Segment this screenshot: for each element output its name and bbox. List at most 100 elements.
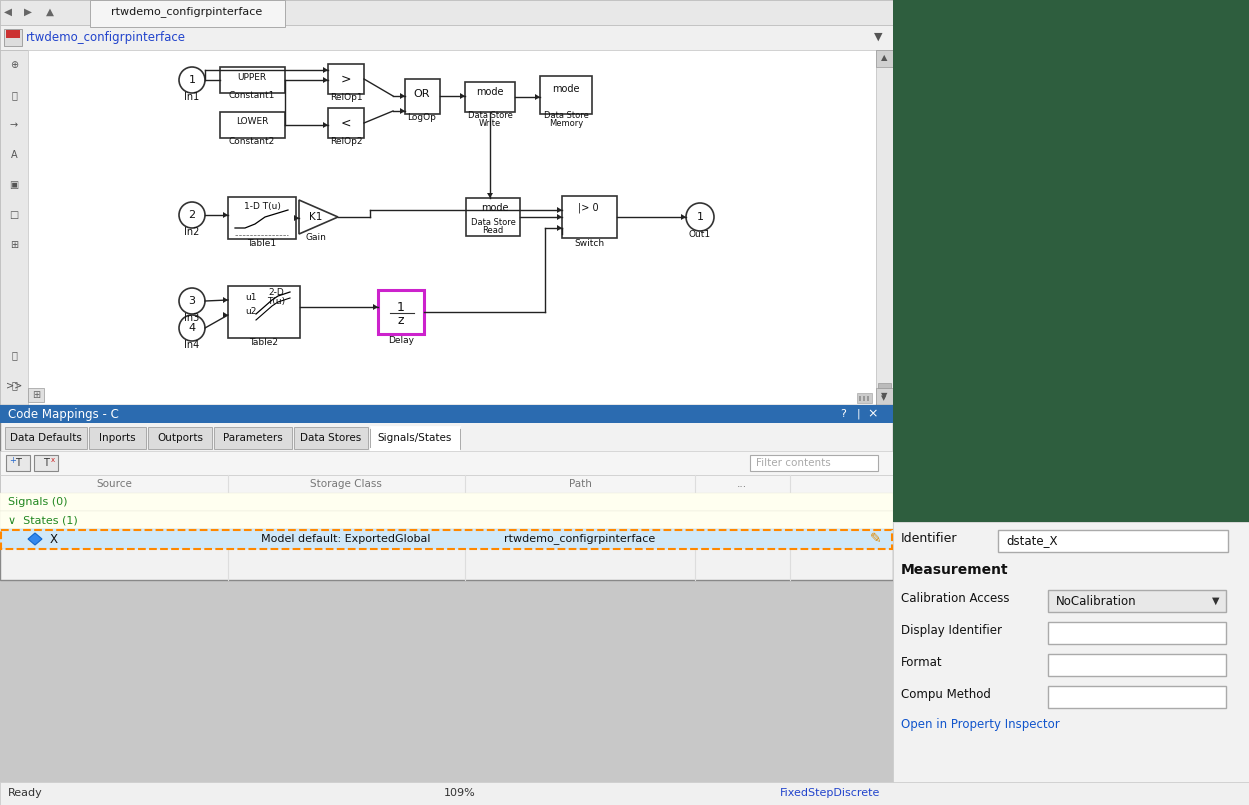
Polygon shape	[323, 122, 328, 128]
Polygon shape	[400, 108, 405, 114]
Text: In3: In3	[185, 313, 200, 323]
Text: rtwdemo_configrpinterface: rtwdemo_configrpinterface	[505, 534, 656, 544]
Text: ?: ?	[841, 409, 846, 419]
Bar	[4, 29, 22, 46]
Text: x: x	[51, 457, 55, 463]
Text: ...: ...	[737, 479, 747, 489]
Polygon shape	[557, 214, 562, 220]
Text: ✎: ✎	[871, 532, 882, 546]
Polygon shape	[323, 67, 328, 73]
Bar	[328, 64, 363, 94]
Bar	[893, 0, 1249, 522]
Text: ×: ×	[868, 407, 878, 420]
Text: T(u): T(u)	[267, 296, 285, 306]
Bar	[370, 427, 460, 449]
Bar	[465, 82, 515, 112]
Bar	[294, 427, 368, 449]
Bar	[0, 529, 893, 549]
Bar	[6, 30, 20, 38]
Text: +: +	[10, 456, 16, 464]
Bar	[1048, 686, 1227, 708]
Text: mode: mode	[476, 87, 503, 97]
Text: |: |	[856, 409, 859, 419]
Text: X: X	[50, 532, 57, 546]
Text: |> 0: |> 0	[578, 203, 598, 213]
Bar	[328, 108, 363, 138]
Text: 📋: 📋	[11, 380, 17, 390]
Text: Read: Read	[482, 225, 503, 234]
Polygon shape	[460, 93, 465, 99]
Bar	[749, 455, 878, 471]
Text: Data Store: Data Store	[467, 110, 512, 119]
Text: Table1: Table1	[247, 238, 276, 247]
Polygon shape	[557, 225, 562, 231]
Circle shape	[179, 67, 205, 93]
Text: Path: Path	[568, 479, 592, 489]
Bar	[229, 197, 296, 239]
Text: Model default: ExportedGlobal: Model default: ExportedGlobal	[261, 534, 431, 544]
Bar	[0, 25, 893, 50]
Bar	[1239, 7, 1242, 15]
Text: ◀: ◀	[4, 7, 12, 17]
Bar	[1237, 7, 1238, 15]
Text: 📷: 📷	[11, 350, 17, 360]
Polygon shape	[224, 212, 229, 218]
Text: →: →	[10, 120, 17, 130]
Bar	[876, 50, 893, 67]
Text: Ready: Ready	[7, 788, 42, 798]
Text: In1: In1	[185, 92, 200, 102]
Text: Compu Method: Compu Method	[901, 687, 990, 700]
Bar	[0, 511, 893, 529]
Polygon shape	[27, 533, 42, 545]
Bar	[0, 475, 893, 493]
Text: Data Defaults: Data Defaults	[10, 433, 82, 443]
Text: 2: 2	[189, 210, 196, 220]
Text: □: □	[10, 210, 19, 220]
Text: Gain: Gain	[306, 233, 326, 242]
Text: Switch: Switch	[575, 238, 605, 247]
Bar	[1230, 7, 1232, 15]
Text: Open in Property Inspector: Open in Property Inspector	[901, 717, 1059, 730]
Polygon shape	[224, 297, 229, 303]
Text: 1: 1	[397, 300, 405, 313]
Text: rtwdemo_configrpinterface: rtwdemo_configrpinterface	[26, 31, 186, 43]
Text: ▼: ▼	[1213, 596, 1220, 606]
Text: Data Store: Data Store	[471, 217, 516, 226]
Text: 3: 3	[189, 296, 196, 306]
Bar	[857, 393, 872, 403]
Bar	[0, 50, 27, 405]
Text: Signals (0): Signals (0)	[7, 497, 67, 507]
Bar	[540, 76, 592, 114]
Polygon shape	[224, 312, 229, 318]
Text: ∨  States (1): ∨ States (1)	[7, 515, 77, 525]
Polygon shape	[535, 94, 540, 100]
Text: Write: Write	[478, 118, 501, 127]
Text: ▼: ▼	[882, 395, 887, 401]
Circle shape	[179, 202, 205, 228]
Text: mode: mode	[552, 84, 580, 94]
Text: ▲: ▲	[881, 53, 887, 63]
Bar	[562, 196, 617, 238]
Bar	[876, 388, 893, 405]
Text: ▼: ▼	[874, 32, 882, 42]
Text: rtwdemo_configrpinterface: rtwdemo_configrpinterface	[111, 6, 262, 18]
Bar	[1048, 654, 1227, 676]
Bar	[0, 0, 1249, 25]
Text: LOWER: LOWER	[236, 118, 269, 126]
Text: >>: >>	[6, 380, 22, 390]
Bar	[6, 455, 30, 471]
Text: dstate_X: dstate_X	[1005, 535, 1058, 547]
Text: UPPER: UPPER	[237, 72, 266, 81]
Text: <: <	[341, 117, 351, 130]
Bar	[466, 198, 520, 236]
Text: Format: Format	[901, 655, 943, 668]
Text: z: z	[397, 313, 405, 327]
Text: Code Mappings - C: Code Mappings - C	[7, 407, 119, 420]
Text: 1: 1	[697, 212, 703, 222]
Text: ▶: ▶	[24, 7, 32, 17]
Polygon shape	[373, 304, 378, 310]
Bar	[893, 0, 1249, 805]
Bar	[220, 112, 285, 138]
Bar	[405, 79, 440, 114]
Text: Constant1: Constant1	[229, 92, 275, 101]
